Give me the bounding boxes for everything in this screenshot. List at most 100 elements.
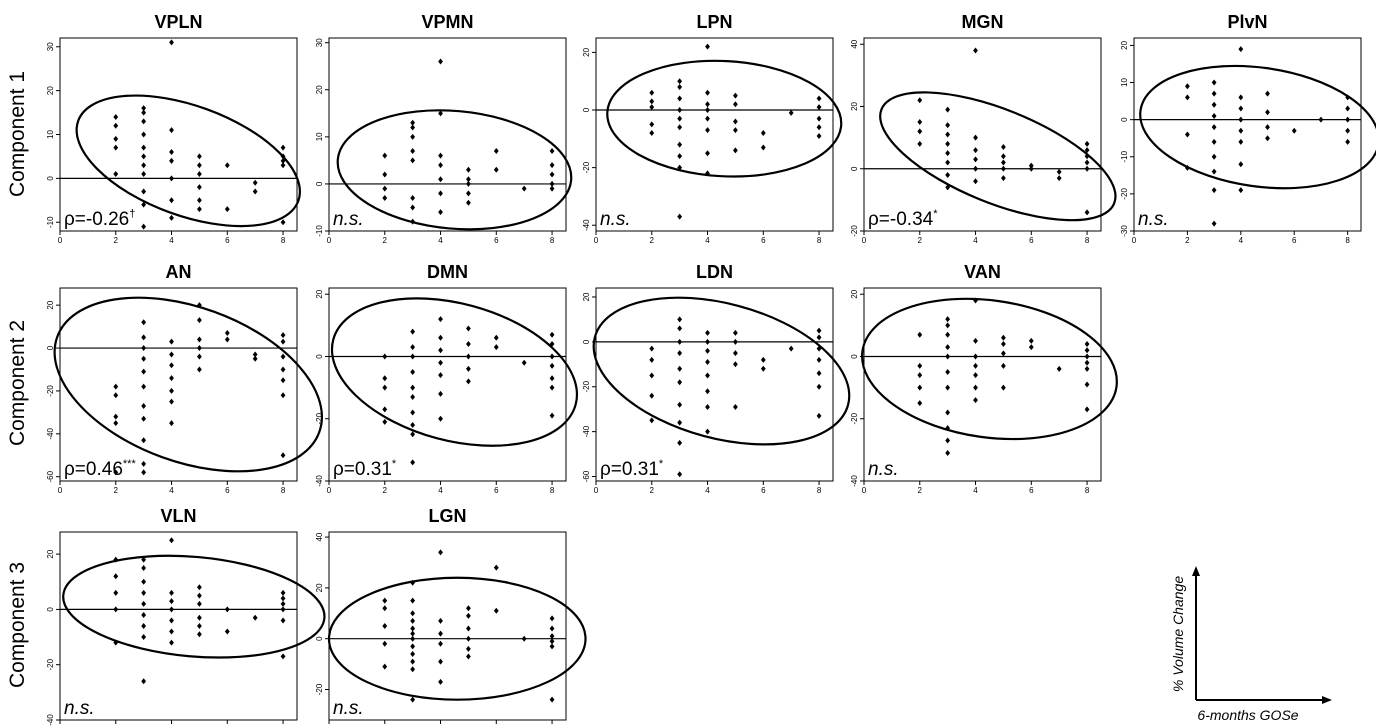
data-point-ldn [733, 403, 738, 410]
data-point-mgn [1028, 165, 1034, 172]
data-point-vpmn [410, 119, 416, 126]
data-point-vpmn [410, 195, 416, 202]
data-point-lgn [410, 696, 416, 703]
data-point-vpmn [466, 180, 471, 187]
data-point-vpln [113, 170, 119, 177]
data-point-mgn [945, 131, 951, 138]
x-tick-label-mgn: 0 [862, 236, 867, 245]
data-point-lgn [410, 617, 416, 624]
data-point-dmn [382, 384, 388, 391]
data-point-lgn [466, 653, 471, 660]
data-point-lpn [649, 89, 655, 96]
stat-significance-ldn: * [659, 458, 664, 470]
data-point-van [945, 344, 951, 351]
y-tick-label-vln: -40 [46, 714, 55, 726]
plot-frame-an [59, 287, 298, 482]
data-point-ldn [677, 379, 683, 386]
data-point-vpmn [466, 190, 471, 197]
data-point-dmn [466, 341, 471, 348]
data-point-an [197, 317, 202, 324]
data-point-ldn [705, 428, 710, 435]
data-point-vln [280, 606, 286, 613]
stat-label-lgn: n.s. [333, 698, 364, 719]
data-point-ldn [760, 356, 766, 363]
data-point-dmn [466, 353, 471, 360]
data-point-vln [169, 606, 174, 613]
data-point-dmn [382, 418, 388, 425]
data-point-vln [280, 589, 286, 596]
data-point-van [945, 316, 951, 323]
data-point-plvn [1265, 90, 1270, 97]
plot-frame-ldn [595, 287, 834, 482]
data-point-an [113, 420, 119, 427]
data-point-van [1028, 344, 1034, 351]
data-point-dmn [382, 375, 388, 382]
y-tick-label-plvn: -20 [1120, 188, 1129, 200]
data-point-ldn [733, 338, 738, 345]
data-point-mgn [945, 159, 951, 166]
data-point-an [141, 437, 147, 444]
data-point-vpmn [466, 166, 471, 173]
data-point-van [973, 397, 978, 404]
data-point-an [113, 413, 119, 420]
data-point-vln [224, 606, 230, 613]
x-tick-label-van: 6 [1029, 486, 1034, 495]
panel-dmn: DMN 0 2 4 6 8 -40 -20 0 20 ρ=0.31* [315, 262, 579, 495]
data-point-an [141, 402, 147, 409]
data-point-plvn [1185, 83, 1190, 90]
plot-frame-lpn [595, 37, 834, 232]
data-point-mgn [973, 47, 978, 54]
data-point-dmn [410, 344, 416, 351]
plot-frame-vpln [59, 37, 298, 232]
data-point-lgn [410, 643, 416, 650]
data-point-vpmn [493, 166, 499, 173]
x-tick-label-lpn: 2 [650, 236, 655, 245]
panel-title-vpln: VPLN [154, 12, 202, 32]
data-point-van [1001, 341, 1006, 348]
confidence-ellipse-vpmn [336, 109, 573, 231]
data-point-vln [280, 595, 286, 602]
panel-plvn: PlvN 0 2 4 6 8 -30 -20 -10 0 10 20 n.s. [1120, 12, 1376, 245]
data-point-van [973, 362, 978, 369]
data-point-an [113, 469, 119, 476]
data-point-lgn [466, 645, 471, 652]
stat-label-mgn: ρ=-0.34* [868, 208, 938, 230]
x-tick-label-an: 0 [58, 486, 63, 495]
data-point-mgn [1001, 153, 1006, 160]
y-tick-label-lpn: 20 [582, 47, 591, 56]
data-point-dmn [493, 334, 499, 341]
data-point-plvn [1211, 153, 1217, 160]
data-point-mgn [917, 140, 923, 147]
data-point-plvn [1211, 138, 1217, 145]
data-point-ldn [677, 401, 683, 408]
data-point-plvn [1211, 220, 1217, 227]
panel-title-plvn: PlvN [1227, 12, 1267, 32]
data-point-mgn [973, 165, 978, 172]
data-point-plvn [1238, 138, 1244, 145]
data-point-an [224, 336, 230, 343]
data-point-mgn [1084, 147, 1090, 154]
data-point-vpmn [438, 58, 443, 65]
data-point-an [141, 460, 147, 467]
x-tick-label-vpmn: 4 [438, 236, 443, 245]
data-point-plvn [1185, 131, 1190, 138]
data-point-vln [252, 614, 258, 621]
data-point-an [169, 351, 174, 358]
x-tick-label-van: 4 [973, 486, 978, 495]
data-point-vln [197, 592, 202, 599]
y-tick-label-van: -40 [850, 475, 859, 487]
data-point-an [197, 336, 202, 343]
data-point-ldn [677, 316, 683, 323]
axis-legend: % Volume Change 6-months GOSe [1170, 566, 1332, 723]
data-point-lpn [705, 150, 710, 157]
y-tick-label-lgn: 0 [315, 636, 324, 641]
data-point-mgn [1084, 140, 1090, 147]
data-point-an [141, 383, 147, 390]
data-point-lpn [760, 130, 766, 137]
data-point-van [917, 400, 923, 407]
y-tick-label-van: -20 [850, 412, 859, 424]
panel-title-vln: VLN [161, 506, 197, 526]
data-point-dmn [410, 384, 416, 391]
data-point-van [973, 337, 978, 344]
